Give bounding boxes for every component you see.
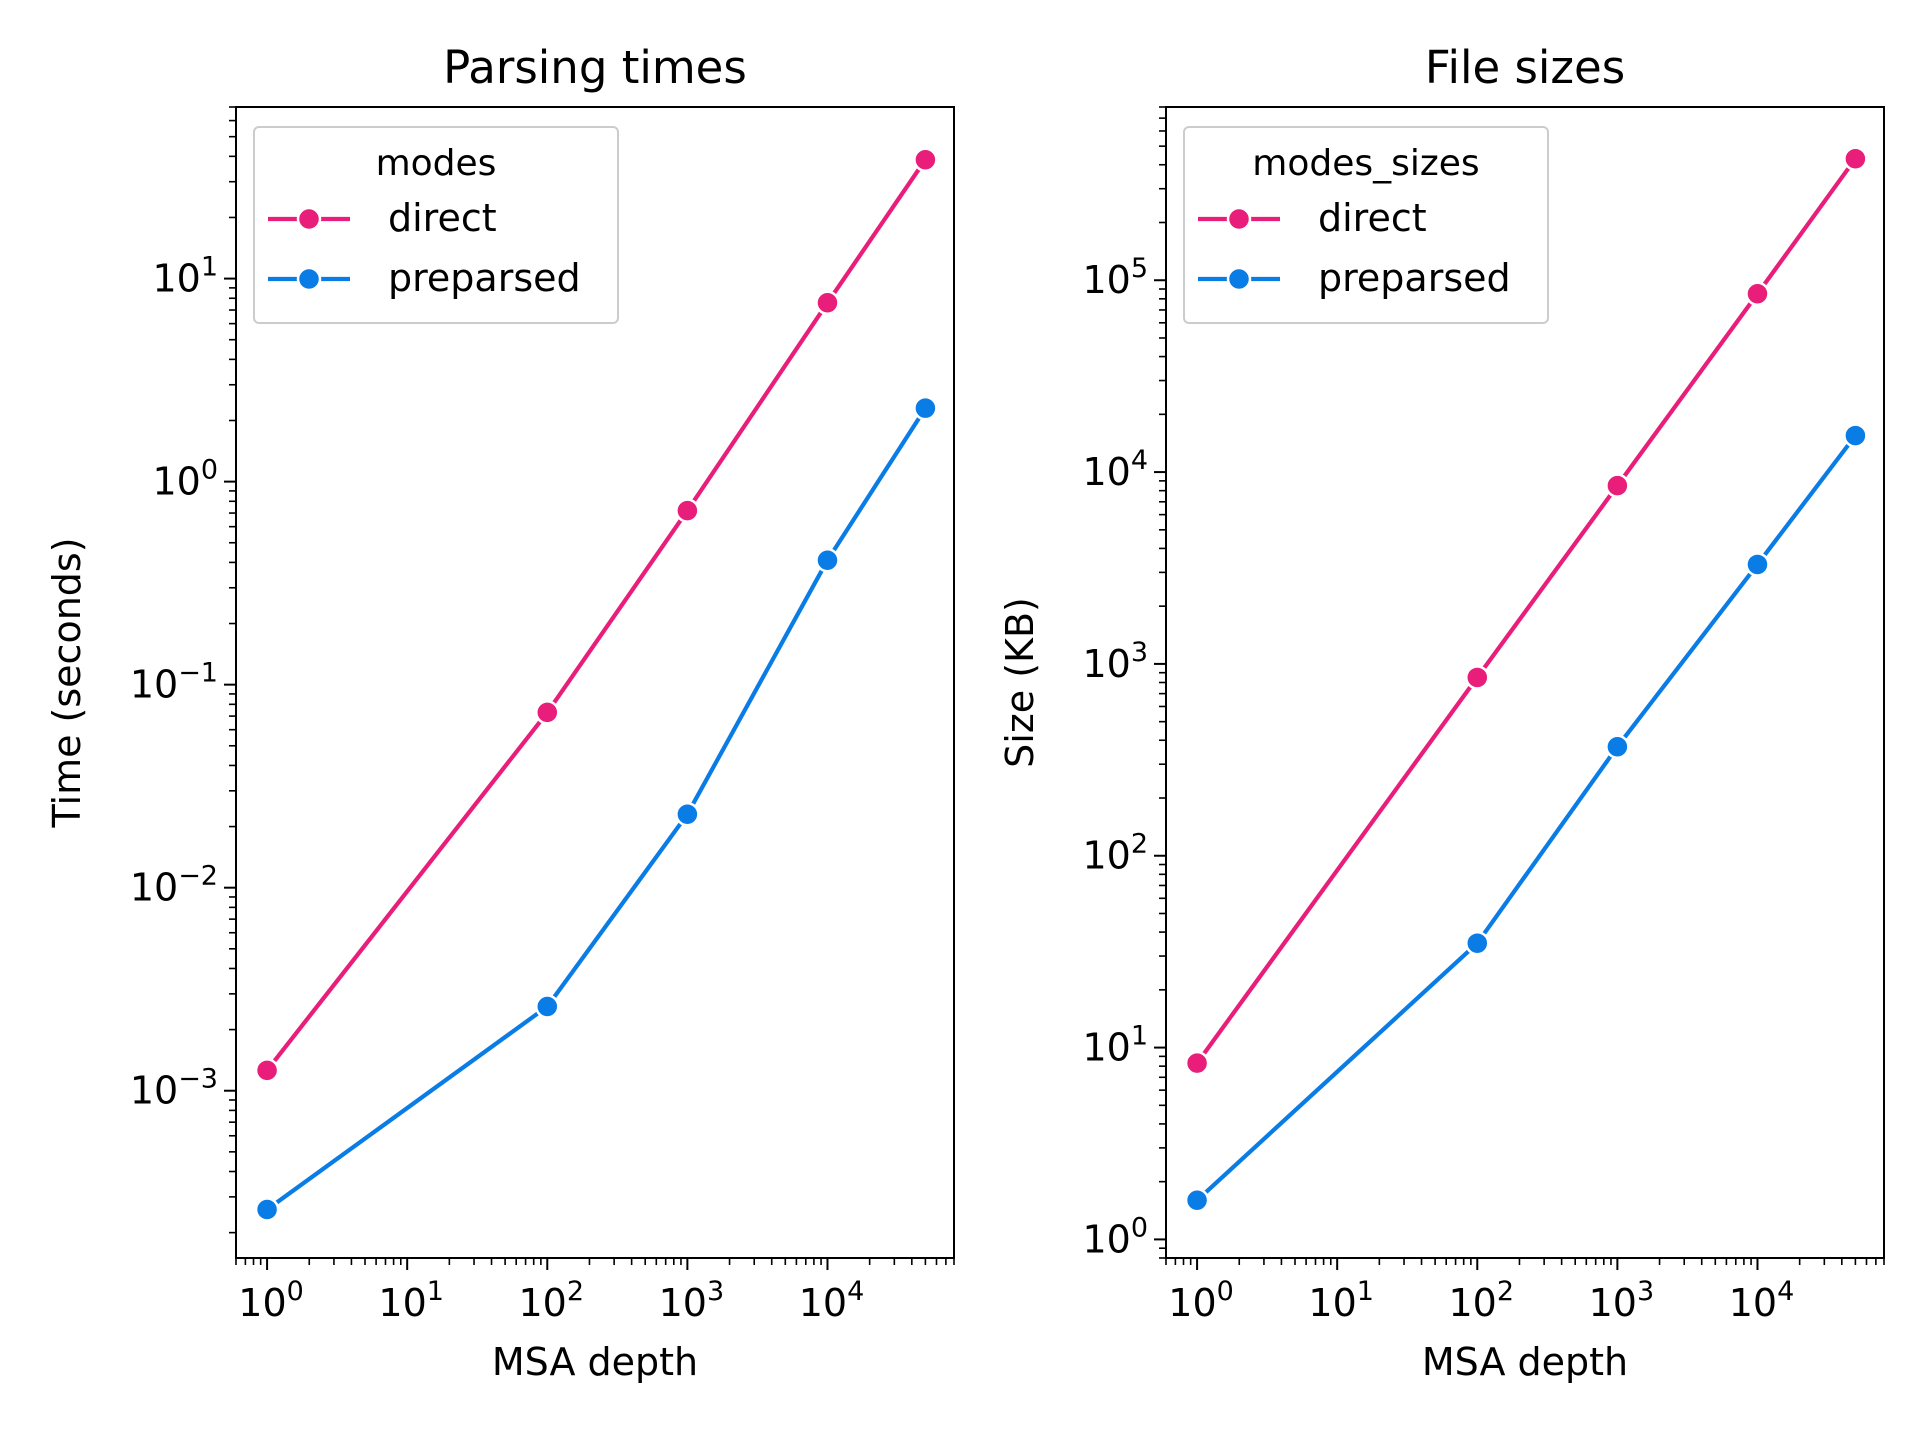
data-point-direct: [1465, 665, 1490, 690]
data-point-direct: [1605, 473, 1630, 498]
data-point-direct: [254, 1058, 280, 1083]
y-tick-label: 10−2: [130, 861, 218, 910]
data-point-preparsed: [1745, 552, 1770, 577]
x-tick-label: 101: [1308, 1276, 1374, 1325]
legend: modes direct preparsed: [253, 126, 619, 324]
y-tick-label: 101: [1082, 1021, 1148, 1070]
data-point-preparsed: [675, 801, 700, 827]
x-tick-label: 103: [1589, 1276, 1655, 1325]
data-point-preparsed: [815, 547, 840, 573]
chart-panel-2: File sizes 100 101 102 103 104 100 101 102 103 104…: [998, 41, 1885, 1384]
data-point-preparsed: [1605, 734, 1630, 759]
chart-title: File sizes: [1425, 41, 1625, 94]
series-line-preparsed: [265, 407, 928, 1212]
legend-marker-direct: [1226, 206, 1252, 232]
x-tick-label: 104: [1729, 1276, 1795, 1325]
x-axis-label: MSA depth: [492, 1340, 698, 1384]
x-tick-label: 103: [659, 1276, 725, 1325]
legend-entry-preparsed: preparsed: [388, 256, 581, 300]
x-tick-label: 100: [1168, 1276, 1234, 1325]
data-point-preparsed: [1184, 1188, 1210, 1213]
y-tick-label: 10−3: [130, 1064, 218, 1113]
y-tick-label: 102: [1082, 829, 1148, 878]
data-point-preparsed: [1843, 423, 1868, 448]
plot-frame: [235, 106, 955, 1259]
legend-box: [1183, 126, 1549, 324]
data-point-direct: [675, 498, 700, 523]
y-tick-label: 100: [152, 455, 218, 504]
chart-title: Parsing times: [443, 41, 747, 94]
legend-box: [253, 126, 619, 324]
x-tick-label: 100: [238, 1276, 304, 1325]
y-tick-label: 100: [1082, 1212, 1148, 1261]
data-point-direct: [1843, 146, 1868, 171]
data-point-direct: [913, 147, 938, 172]
y-tick-label: 104: [1082, 445, 1148, 494]
legend-entry-direct: direct: [388, 196, 497, 240]
data-point-direct: [1184, 1050, 1210, 1076]
x-axis-label: MSA depth: [1422, 1340, 1628, 1384]
y-tick-label: 101: [152, 252, 218, 301]
legend-title: modes_sizes: [1252, 143, 1479, 184]
x-tick-label: 102: [1449, 1276, 1515, 1325]
data-point-preparsed: [1465, 930, 1490, 956]
data-point-direct: [535, 700, 560, 725]
chart-panel-1: Parsing times 100 101 102 103 104 10−3 10−2 10−1…: [45, 41, 955, 1384]
y-tick-label: 103: [1082, 637, 1148, 686]
y-tick-label: 105: [1082, 253, 1148, 302]
y-axis-label: Size (KB): [998, 597, 1042, 768]
x-tick-label: 102: [519, 1276, 585, 1325]
data-point-preparsed: [254, 1197, 280, 1222]
data-point-preparsed: [535, 994, 560, 1019]
legend-title: modes: [376, 143, 497, 184]
series-line-preparsed: [1195, 434, 1858, 1202]
legend-entry-direct: direct: [1318, 196, 1427, 240]
legend-marker-preparsed: [1226, 266, 1252, 292]
data-point-direct: [1745, 281, 1770, 307]
legend-entry-preparsed: preparsed: [1318, 256, 1511, 300]
data-point-direct: [815, 290, 840, 316]
y-tick-label: 10−1: [130, 658, 218, 707]
x-tick-label: 101: [378, 1276, 444, 1325]
data-point-preparsed: [913, 395, 938, 421]
x-tick-label: 104: [799, 1276, 865, 1325]
y-axis-label: Time (seconds): [45, 537, 89, 828]
legend-marker-direct: [296, 206, 322, 232]
legend-marker-preparsed: [296, 266, 322, 292]
